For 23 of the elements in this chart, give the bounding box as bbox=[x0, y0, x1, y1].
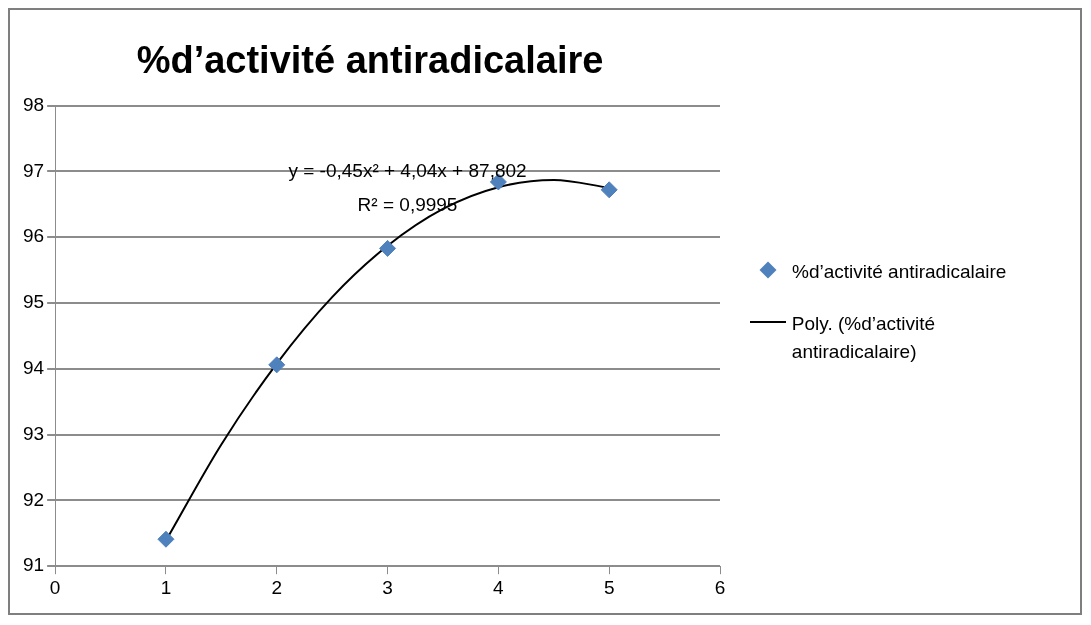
point bbox=[600, 181, 618, 199]
y-tick-label: 94 bbox=[22, 357, 45, 379]
y-tick-label: 92 bbox=[22, 488, 45, 510]
x-tick-label: 4 bbox=[493, 576, 505, 598]
annotation: y = -0,45x² + 4,04x + 87,802 bbox=[288, 159, 527, 181]
x-tick-label: 5 bbox=[603, 576, 615, 598]
x-tick-label: 2 bbox=[271, 576, 283, 598]
y-tick-label: 93 bbox=[22, 422, 45, 444]
point bbox=[379, 239, 397, 257]
y-tick-label: 96 bbox=[22, 225, 45, 247]
x-tick-label: 0 bbox=[49, 576, 61, 598]
legend-label: %d’activité antiradicalaire bbox=[792, 259, 1007, 284]
x-tick-label: 1 bbox=[160, 576, 172, 598]
point bbox=[268, 356, 286, 374]
y-tick-label: 98 bbox=[22, 93, 45, 115]
x-tick-label: 6 bbox=[714, 576, 726, 598]
x-tick-label: 3 bbox=[382, 576, 393, 598]
y-tick-label: 97 bbox=[22, 159, 45, 181]
point bbox=[157, 530, 175, 548]
y-tick-label: 91 bbox=[22, 554, 45, 576]
chart-title: %d’activité antiradicalaire bbox=[136, 39, 604, 82]
legend-label: Poly. (%d’activité antiradicalaire) bbox=[791, 311, 937, 364]
y-tick-label: 95 bbox=[22, 291, 45, 313]
